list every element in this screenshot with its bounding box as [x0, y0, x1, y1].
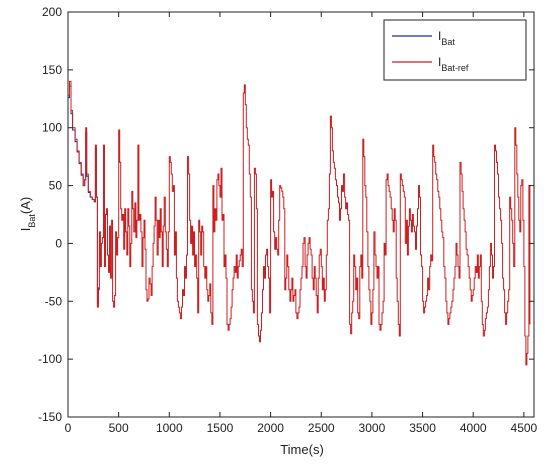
y-tick-label: 150 [42, 63, 62, 77]
legend: IBat IBat-ref [383, 19, 527, 81]
legend-label-ibat-ref-sub: Bat-ref [441, 63, 469, 73]
y-tick-label: 100 [42, 121, 62, 135]
y-tick-label: 200 [42, 5, 62, 19]
y-axis-title: IBat(A) [18, 197, 37, 231]
x-tick-label: 4000 [460, 421, 487, 435]
y-axis-title-main: I [18, 228, 33, 232]
legend-label-ibat-ref: IBat-ref [438, 55, 469, 73]
series-line-ibat-ref [68, 80, 531, 366]
x-tick-label: 1500 [207, 421, 234, 435]
series-layer [68, 80, 531, 366]
x-tick-label: 3500 [409, 421, 436, 435]
y-tick-label: -100 [38, 352, 62, 366]
x-tick-label: 2000 [257, 421, 284, 435]
x-tick-label: 0 [65, 421, 72, 435]
y-axis-title-sub: Bat [27, 214, 37, 228]
legend-label-ibat-main: I [438, 29, 441, 43]
y-tick-label: -50 [45, 294, 63, 308]
x-tick-label: 4500 [511, 421, 538, 435]
y-tick-label: 0 [55, 236, 62, 250]
x-tick-label: 2500 [308, 421, 335, 435]
y-tick-label: -150 [38, 410, 62, 424]
y-tick-label: 50 [49, 179, 63, 193]
y-axis-title-group: IBat(A) [18, 197, 37, 231]
x-tick-label: 1000 [156, 421, 183, 435]
legend-box [383, 19, 527, 81]
axis-layer: 0 500 1000 1500 2000 2500 3000 3500 4000 4500-150… [38, 5, 538, 435]
x-axis-title: Time(s) [280, 442, 324, 457]
x-tick-label: 500 [109, 421, 129, 435]
legend-label-ibat-ref-main: I [438, 55, 441, 69]
legend-label-ibat-sub: Bat [441, 37, 455, 47]
legend-label-ibat: IBat [438, 29, 455, 47]
x-tick-label: 3000 [359, 421, 386, 435]
y-axis-title-unit: (A) [18, 197, 33, 214]
